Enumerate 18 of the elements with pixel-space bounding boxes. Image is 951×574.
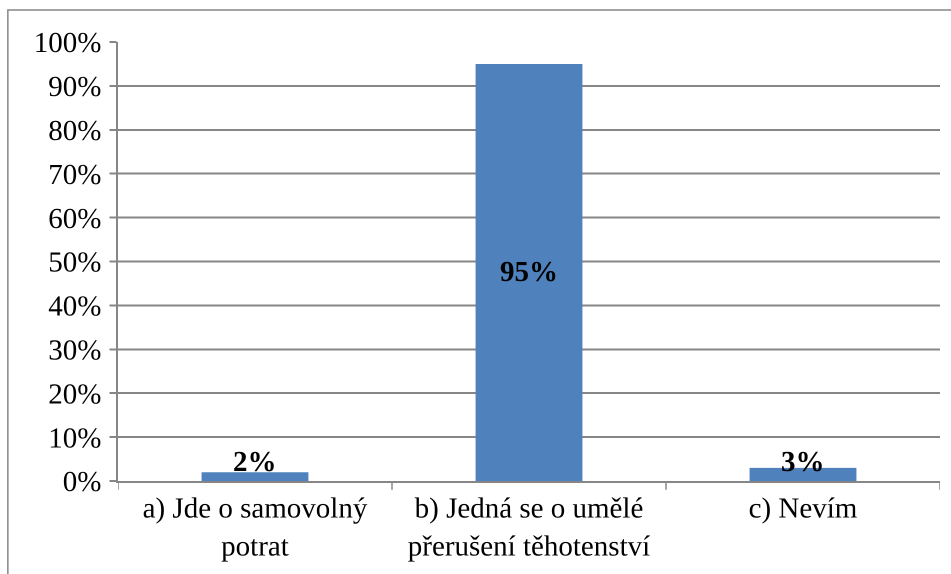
y-tick-label: 0% <box>62 466 102 498</box>
y-tick-label: 50% <box>48 246 102 279</box>
y-tick-label: 80% <box>48 114 102 147</box>
y-tick-label: 90% <box>48 71 102 104</box>
x-tick-label: c) Nevím <box>748 492 858 525</box>
y-tick-label: 10% <box>48 422 102 454</box>
y-tick-label: 100% <box>34 27 102 60</box>
y-tick-label: 60% <box>48 202 102 235</box>
data-label: 95% <box>500 256 558 288</box>
bar <box>476 64 582 481</box>
bar <box>202 472 308 481</box>
y-tick-label: 30% <box>48 334 102 366</box>
data-label: 2% <box>233 446 276 478</box>
y-tick-label: 70% <box>48 158 102 191</box>
y-tick-label: 20% <box>48 378 102 410</box>
y-tick-label: 40% <box>48 290 102 323</box>
x-tick-label: b) Jedná se o umělé přerušení těhotenství <box>408 492 650 562</box>
x-tick-label: a) Jde o samovolný potrat <box>142 492 368 562</box>
